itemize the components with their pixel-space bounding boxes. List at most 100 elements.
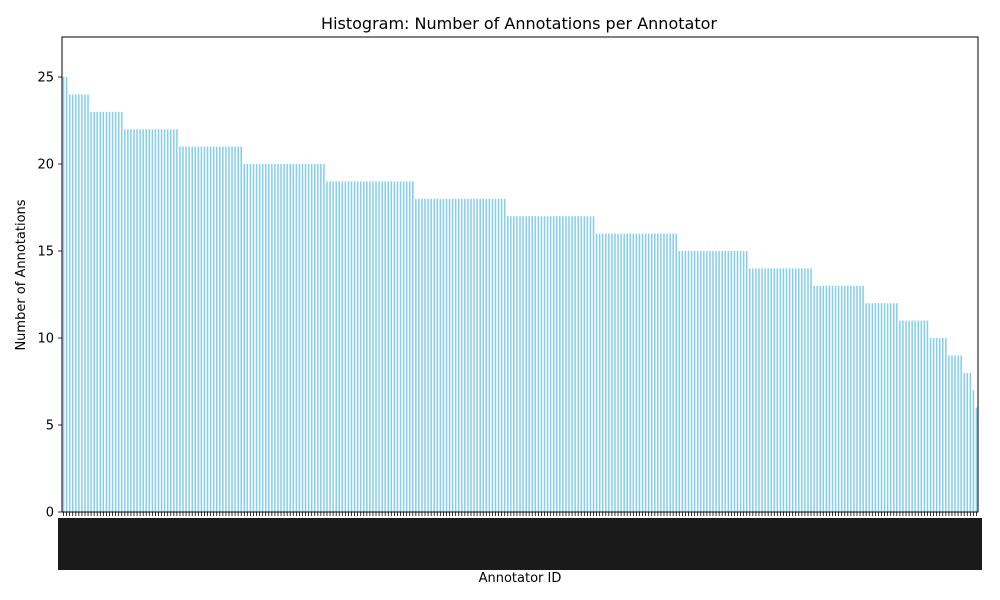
bar bbox=[341, 181, 344, 512]
bar bbox=[942, 338, 944, 512]
bar bbox=[384, 181, 386, 512]
bar bbox=[966, 372, 969, 512]
bar bbox=[494, 198, 497, 512]
bar bbox=[87, 94, 89, 513]
bar bbox=[362, 181, 365, 512]
bar bbox=[258, 164, 261, 512]
bar bbox=[516, 216, 518, 512]
bar bbox=[271, 164, 273, 512]
bar bbox=[905, 320, 907, 512]
bar bbox=[313, 164, 316, 512]
bar bbox=[721, 251, 723, 512]
bar bbox=[93, 111, 95, 512]
bar bbox=[105, 111, 108, 512]
bar bbox=[323, 164, 325, 512]
bar bbox=[773, 268, 776, 512]
bar bbox=[709, 251, 711, 512]
bar bbox=[65, 77, 68, 513]
bar bbox=[415, 198, 417, 512]
bar bbox=[724, 251, 727, 512]
bar bbox=[268, 164, 270, 512]
bar bbox=[758, 268, 760, 512]
x-tick-labels-overlap bbox=[58, 518, 982, 570]
bar bbox=[96, 111, 98, 512]
bar bbox=[880, 303, 883, 512]
bar bbox=[464, 198, 466, 512]
bar bbox=[482, 198, 484, 512]
bar bbox=[699, 251, 702, 512]
bar bbox=[222, 146, 224, 512]
bar bbox=[249, 164, 252, 512]
bar bbox=[540, 216, 543, 512]
bar bbox=[142, 129, 144, 512]
bar bbox=[510, 216, 512, 512]
bar bbox=[338, 181, 341, 512]
bar bbox=[727, 251, 730, 512]
bar bbox=[611, 233, 613, 513]
bar bbox=[439, 198, 442, 512]
bar bbox=[632, 233, 635, 513]
bar bbox=[497, 198, 500, 512]
bar bbox=[644, 233, 647, 513]
bar bbox=[307, 164, 310, 512]
bar bbox=[234, 146, 236, 512]
bar bbox=[794, 268, 797, 512]
bar bbox=[191, 146, 193, 512]
plot-frame bbox=[61, 36, 979, 513]
bar bbox=[68, 94, 71, 513]
bar bbox=[261, 164, 264, 512]
bar bbox=[506, 216, 509, 512]
bar bbox=[850, 285, 852, 512]
bar bbox=[623, 233, 625, 513]
bar bbox=[641, 233, 644, 513]
bar bbox=[418, 198, 420, 512]
bar bbox=[185, 146, 187, 512]
bar bbox=[899, 320, 901, 512]
bar bbox=[194, 146, 197, 512]
bar bbox=[960, 355, 962, 512]
bar bbox=[804, 268, 806, 512]
bar bbox=[856, 285, 858, 512]
bar bbox=[693, 251, 696, 512]
bar bbox=[813, 285, 815, 512]
bar bbox=[160, 129, 163, 512]
bar bbox=[552, 216, 555, 512]
bar bbox=[317, 164, 319, 512]
bar bbox=[154, 129, 157, 512]
bar bbox=[681, 251, 684, 512]
bar bbox=[108, 111, 111, 512]
bar bbox=[292, 164, 295, 512]
bar bbox=[592, 216, 595, 512]
bar bbox=[461, 198, 463, 512]
bar bbox=[179, 146, 181, 512]
bar bbox=[513, 216, 515, 512]
bar bbox=[963, 372, 965, 512]
bar bbox=[920, 320, 923, 512]
bar bbox=[825, 285, 828, 512]
bar bbox=[969, 372, 972, 512]
y-tick-label: 20 bbox=[37, 158, 54, 173]
bar bbox=[945, 338, 947, 512]
bar bbox=[730, 251, 733, 512]
bar bbox=[369, 181, 371, 512]
bar bbox=[353, 181, 356, 512]
bar bbox=[326, 181, 328, 512]
bar bbox=[914, 320, 916, 512]
bar bbox=[831, 285, 834, 512]
bar bbox=[537, 216, 540, 512]
bar bbox=[476, 198, 478, 512]
bar bbox=[347, 181, 350, 512]
y-axis-label: Number of Annotations bbox=[14, 199, 29, 350]
y-tick-label: 10 bbox=[37, 332, 54, 347]
bar bbox=[378, 181, 380, 512]
bar bbox=[90, 111, 92, 512]
bar bbox=[139, 129, 141, 512]
bar bbox=[678, 251, 681, 512]
bar bbox=[951, 355, 953, 512]
bar bbox=[954, 355, 956, 512]
bar bbox=[359, 181, 362, 512]
bar bbox=[543, 216, 546, 512]
bar bbox=[295, 164, 298, 512]
bar bbox=[219, 146, 221, 512]
bar bbox=[791, 268, 794, 512]
